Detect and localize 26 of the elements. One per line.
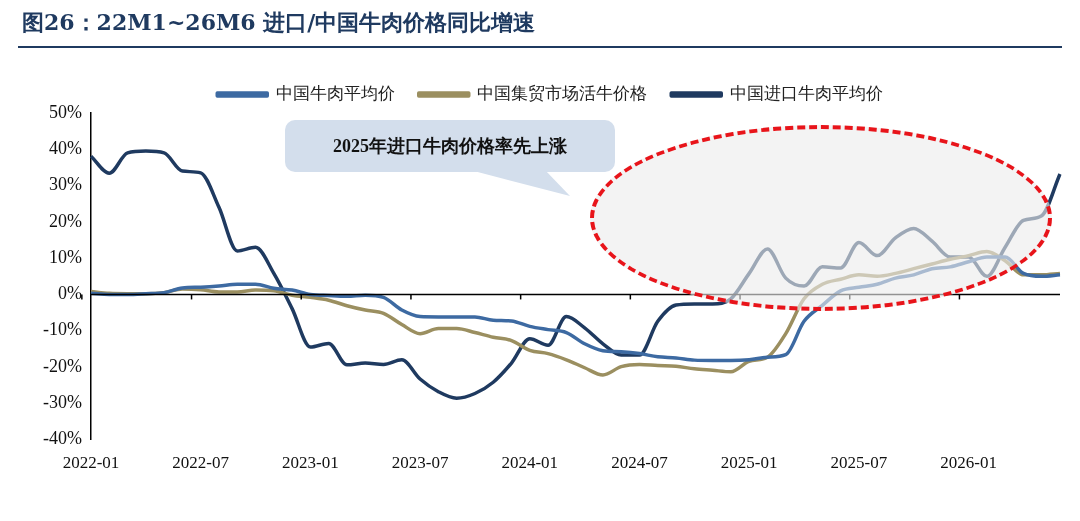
x-tick-label: 2023-07: [391, 453, 449, 473]
chart-title: 图26：22M1~26M6 进口/中国牛肉价格同比增速: [22, 8, 536, 37]
x-tick-label: 2024-01: [501, 453, 559, 473]
y-tick-label: 10%: [48, 246, 82, 267]
line-series: [89, 255, 1062, 363]
y-tick-label: 50%: [48, 101, 82, 122]
x-tick-label: 2026-01: [940, 453, 997, 473]
y-tick-label: 0%: [57, 283, 82, 304]
legend-label: 中国集贸市场活牛价格: [477, 82, 648, 103]
y-tick-label: -10%: [42, 319, 82, 340]
x-tick-label: 2025-07: [830, 453, 888, 473]
y-tick-label: -20%: [42, 355, 82, 376]
legend-label: 中国进口牛肉平均价: [729, 82, 883, 103]
y-tick-label: 30%: [48, 174, 82, 195]
x-tick-label: 2025-01: [720, 453, 778, 473]
x-tick-label: 2024-07: [611, 453, 669, 473]
y-tick-label: -30%: [42, 392, 82, 413]
x-tick-label: 2022-01: [62, 453, 120, 473]
annotation: 2025年进口牛肉价格率先上涨: [333, 135, 567, 158]
speech-bubble: 2025年进口牛肉价格率先上涨: [285, 120, 615, 172]
legend-label: 中国牛肉平均价: [275, 82, 395, 103]
y-tick-label: 40%: [48, 138, 82, 159]
x-tick-label: 2023-01: [282, 453, 339, 473]
y-tick-label: 20%: [48, 210, 82, 231]
y-tick-label: -40%: [42, 428, 82, 449]
x-tick-label: 2022-07: [172, 453, 230, 473]
